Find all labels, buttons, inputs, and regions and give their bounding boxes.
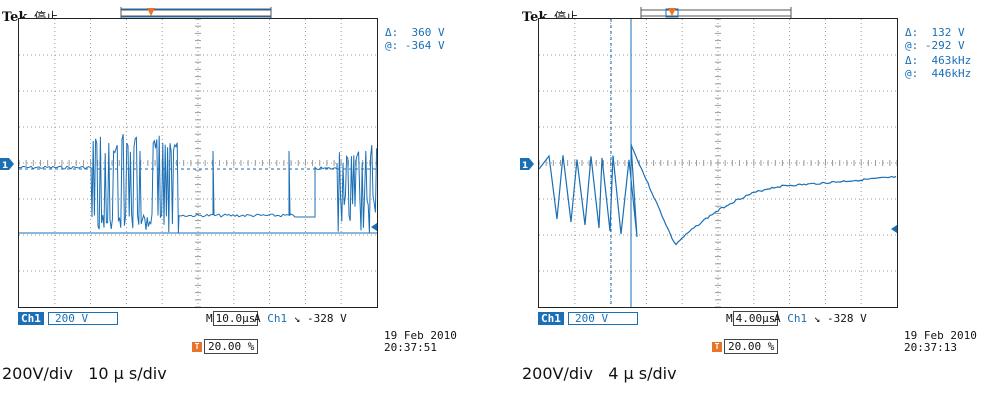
waveform-trace: [538, 143, 897, 246]
trigger-channel: Ch1: [267, 312, 288, 325]
freq-at-label: @:: [905, 67, 919, 80]
channel-1-marker-icon: 1: [520, 158, 534, 170]
scope-right: Tek 停止 T 1 Δ: 132 V @: -292 V Δ: 463kHz …: [520, 0, 980, 383]
trigger-mode: A: [774, 312, 781, 325]
delta-value: 132 V: [931, 26, 965, 39]
waveform-canvas: [18, 18, 378, 308]
timebase: M 4.00μs: [726, 311, 779, 326]
cursor-readout: Δ: 360 V @: -364 V: [385, 26, 445, 52]
date: 19 Feb 2010: [904, 329, 977, 342]
trigger-level-marker: [371, 223, 377, 231]
trigger-mode: A: [254, 312, 261, 325]
trigger-readout: A Ch1 ↘ -328 V: [774, 312, 867, 325]
at-value: -292 V: [924, 39, 965, 52]
timebase: M 10.0μs: [206, 311, 259, 326]
time: 20:37:51: [384, 341, 437, 354]
delta-label: Δ:: [905, 26, 919, 39]
waveform-display: [538, 18, 898, 308]
cursor-readout: Δ: 132 V @: -292 V: [905, 26, 965, 52]
trigger-t-icon: T: [192, 342, 202, 352]
timebase-value: 10.0μs: [212, 311, 259, 326]
waveform-trace: [18, 133, 378, 234]
date: 19 Feb 2010: [384, 329, 457, 342]
freq-delta-value: 463kHz: [931, 54, 972, 67]
waveform-display: [18, 18, 378, 308]
time: 20:37:13: [904, 341, 957, 354]
at-label: @:: [905, 39, 919, 52]
trigger-position-value: 20.00 %: [204, 339, 259, 354]
svg-text:1: 1: [522, 161, 528, 170]
trigger-position-value: 20.00 %: [724, 339, 779, 354]
trigger-slope-icon: ↘: [293, 312, 301, 325]
at-label: @:: [385, 39, 399, 52]
status-bar: Ch1 200 V M 4.00μs A Ch1 ↘ -328 V: [538, 311, 898, 326]
trigger-level-marker: [891, 225, 897, 233]
record-position-bar: [640, 7, 792, 18]
trigger-readout: A Ch1 ↘ -328 V: [254, 312, 347, 325]
scope-left: Tek 停止 T 1 Δ: 360 V @: -364 V Ch1 200 V …: [0, 0, 460, 383]
ch1-scale: 200 V: [568, 312, 638, 325]
trigger-level: -328 V: [827, 312, 867, 325]
datetime: 19 Feb 2010 20:37:51: [384, 330, 457, 354]
freq-at-value: 446kHz: [931, 67, 972, 80]
waveform-canvas: [538, 18, 898, 308]
caption: 200V/div 10 μ s/div: [2, 364, 167, 383]
delta-value: 360 V: [411, 26, 445, 39]
ch1-scale: 200 V: [48, 312, 118, 325]
ch1-tag[interactable]: Ch1: [538, 312, 564, 325]
at-value: -364 V: [404, 39, 445, 52]
timebase-value: 4.00μs: [732, 311, 779, 326]
frequency-readout: Δ: 463kHz @: 446kHz: [905, 54, 971, 80]
datetime: 19 Feb 2010 20:37:13: [904, 330, 977, 354]
trigger-position-readout: T 20.00 %: [192, 339, 259, 354]
trigger-position-readout: T 20.00 %: [712, 339, 779, 354]
trigger-channel: Ch1: [787, 312, 808, 325]
record-position-bar: [120, 7, 272, 18]
status-bar: Ch1 200 V M 10.0μs A Ch1 ↘ -328 V: [18, 311, 378, 326]
trigger-t-icon: T: [712, 342, 722, 352]
trigger-slope-icon: ↘: [813, 312, 821, 325]
caption: 200V/div 4 μ s/div: [522, 364, 677, 383]
svg-text:1: 1: [2, 161, 8, 170]
channel-1-marker-icon: 1: [0, 158, 14, 170]
trigger-level: -328 V: [307, 312, 347, 325]
ch1-tag[interactable]: Ch1: [18, 312, 44, 325]
freq-delta-label: Δ:: [905, 54, 919, 67]
delta-label: Δ:: [385, 26, 399, 39]
